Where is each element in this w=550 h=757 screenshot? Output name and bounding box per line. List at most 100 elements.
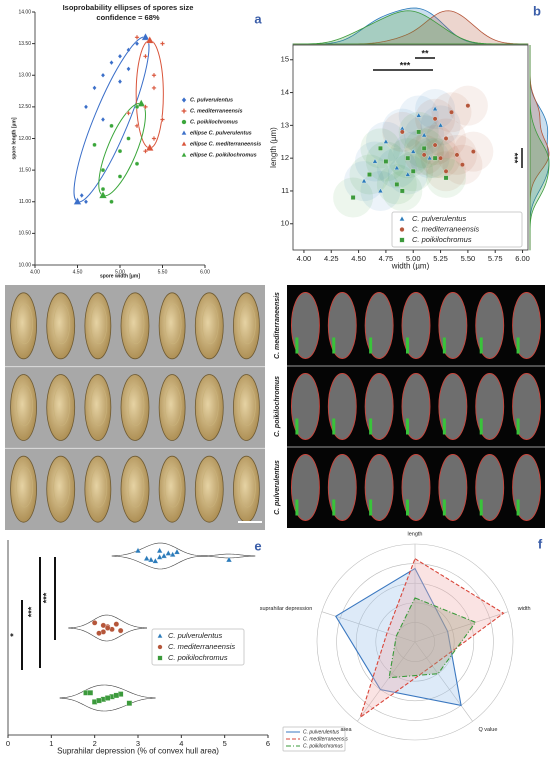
panel-letter: e	[254, 538, 261, 553]
legend-box	[391, 211, 523, 248]
y-tick-label: 12	[281, 153, 289, 162]
x-tick-label: 0	[6, 739, 10, 748]
depression-mask	[369, 418, 373, 435]
data-point	[100, 167, 106, 173]
x-tick-label: 5.50	[158, 269, 168, 275]
data-point	[143, 104, 148, 110]
data-point	[100, 116, 106, 123]
y-tick-label: 14	[281, 88, 289, 97]
data-point	[421, 132, 427, 138]
legend-marker	[157, 632, 163, 638]
depression-mask	[332, 337, 336, 354]
x-tick-label: 6.00	[515, 254, 530, 263]
radar-area	[335, 567, 462, 707]
data-point	[126, 700, 133, 706]
data-point	[117, 174, 123, 179]
data-point	[91, 699, 98, 705]
data-point	[383, 138, 389, 144]
data-point	[432, 106, 438, 111]
x-tick-label: 3	[136, 739, 140, 748]
data-point	[383, 159, 389, 164]
y-tick-label: 14.00	[18, 9, 31, 15]
x-tick-label: 5.75	[488, 254, 503, 263]
panel-letter: b	[533, 3, 541, 18]
annotation: *	[8, 633, 18, 637]
data-point	[225, 556, 233, 563]
marginal-density	[529, 45, 550, 250]
spore-inner	[53, 303, 71, 345]
x-axis-label: width (µm)	[391, 262, 430, 271]
y-tick-label: 13	[281, 120, 289, 129]
y-tick-label: 10.00	[18, 262, 31, 268]
depression-mask	[479, 418, 483, 435]
radar-area	[388, 597, 477, 679]
depression-mask	[295, 337, 299, 354]
legend-marker	[157, 644, 163, 650]
x-tick-label: 5.50	[461, 254, 476, 263]
x-axis-label: spore width [µm]	[100, 273, 140, 279]
depression-mask	[369, 499, 373, 516]
legend-label: C. poikilochromus	[303, 743, 343, 749]
data-point	[126, 47, 131, 53]
x-axis-label: Suprahilar depression (% of convex hull …	[57, 747, 219, 756]
data-point	[443, 136, 449, 141]
axis-label: suprahilar depression	[260, 606, 313, 612]
confidence-ellipse	[135, 39, 164, 149]
data-point	[405, 155, 411, 161]
ellipse-end	[137, 99, 146, 107]
data-point	[378, 145, 383, 151]
legend-box	[151, 628, 245, 666]
legend-label: C. mediterraneensis	[412, 224, 479, 233]
data-point	[416, 129, 422, 135]
legend-marker	[181, 140, 187, 146]
spore-inner	[127, 466, 145, 508]
spore-image	[120, 455, 150, 523]
data-point	[117, 148, 123, 154]
spore-inner	[164, 466, 182, 508]
data-point	[410, 168, 416, 174]
depression-mask	[332, 499, 336, 516]
depression-mask	[479, 337, 483, 354]
data-point	[372, 158, 378, 164]
data-point	[151, 136, 157, 141]
y-tick-label: 11.50	[19, 167, 31, 173]
legend-marker	[181, 129, 187, 135]
x-tick-label: 4.75	[379, 254, 394, 263]
data-point	[421, 145, 427, 151]
y-tick-label: 13.50	[18, 41, 31, 47]
y-tick-label: 12.00	[18, 136, 31, 142]
data-point	[151, 72, 157, 78]
depression-mask	[442, 337, 446, 354]
radar-spoke	[357, 641, 416, 722]
x-tick-label: 5.25	[433, 254, 448, 263]
spore-inner	[90, 385, 108, 426]
data-point	[96, 697, 102, 704]
data-point	[165, 549, 172, 556]
data-point	[394, 182, 400, 187]
legend-label: ellipse C. poikilochromus	[190, 152, 257, 158]
data-point	[160, 41, 165, 46]
depression-mask	[369, 337, 373, 354]
x-tick-label: 4	[179, 739, 183, 748]
spore-image	[120, 374, 150, 441]
legend-label: ellipse C. pulverulentus	[190, 130, 252, 136]
data-point	[104, 625, 111, 631]
spore-inner	[90, 303, 108, 345]
axis-label: Q value	[478, 727, 497, 733]
spore-inner	[164, 303, 182, 345]
depression-mask	[295, 418, 299, 435]
data-point	[134, 34, 140, 40]
x-tick-label: 4.00	[30, 269, 40, 275]
data-point	[134, 161, 140, 166]
legend-label: C. poikilochromus	[168, 653, 228, 662]
depression-mask	[442, 418, 446, 435]
annotation: ***	[41, 592, 51, 603]
data-point	[151, 85, 157, 91]
chart-subtitle: confidence = 68%	[96, 13, 159, 22]
y-tick-label: 11.00	[19, 199, 31, 205]
legend-label: C. pulverulentus	[412, 214, 466, 223]
legend-marker	[181, 151, 187, 157]
legend-marker	[181, 119, 187, 125]
legend-label: C. mediterraneensis	[190, 108, 243, 114]
data-point	[460, 162, 465, 168]
